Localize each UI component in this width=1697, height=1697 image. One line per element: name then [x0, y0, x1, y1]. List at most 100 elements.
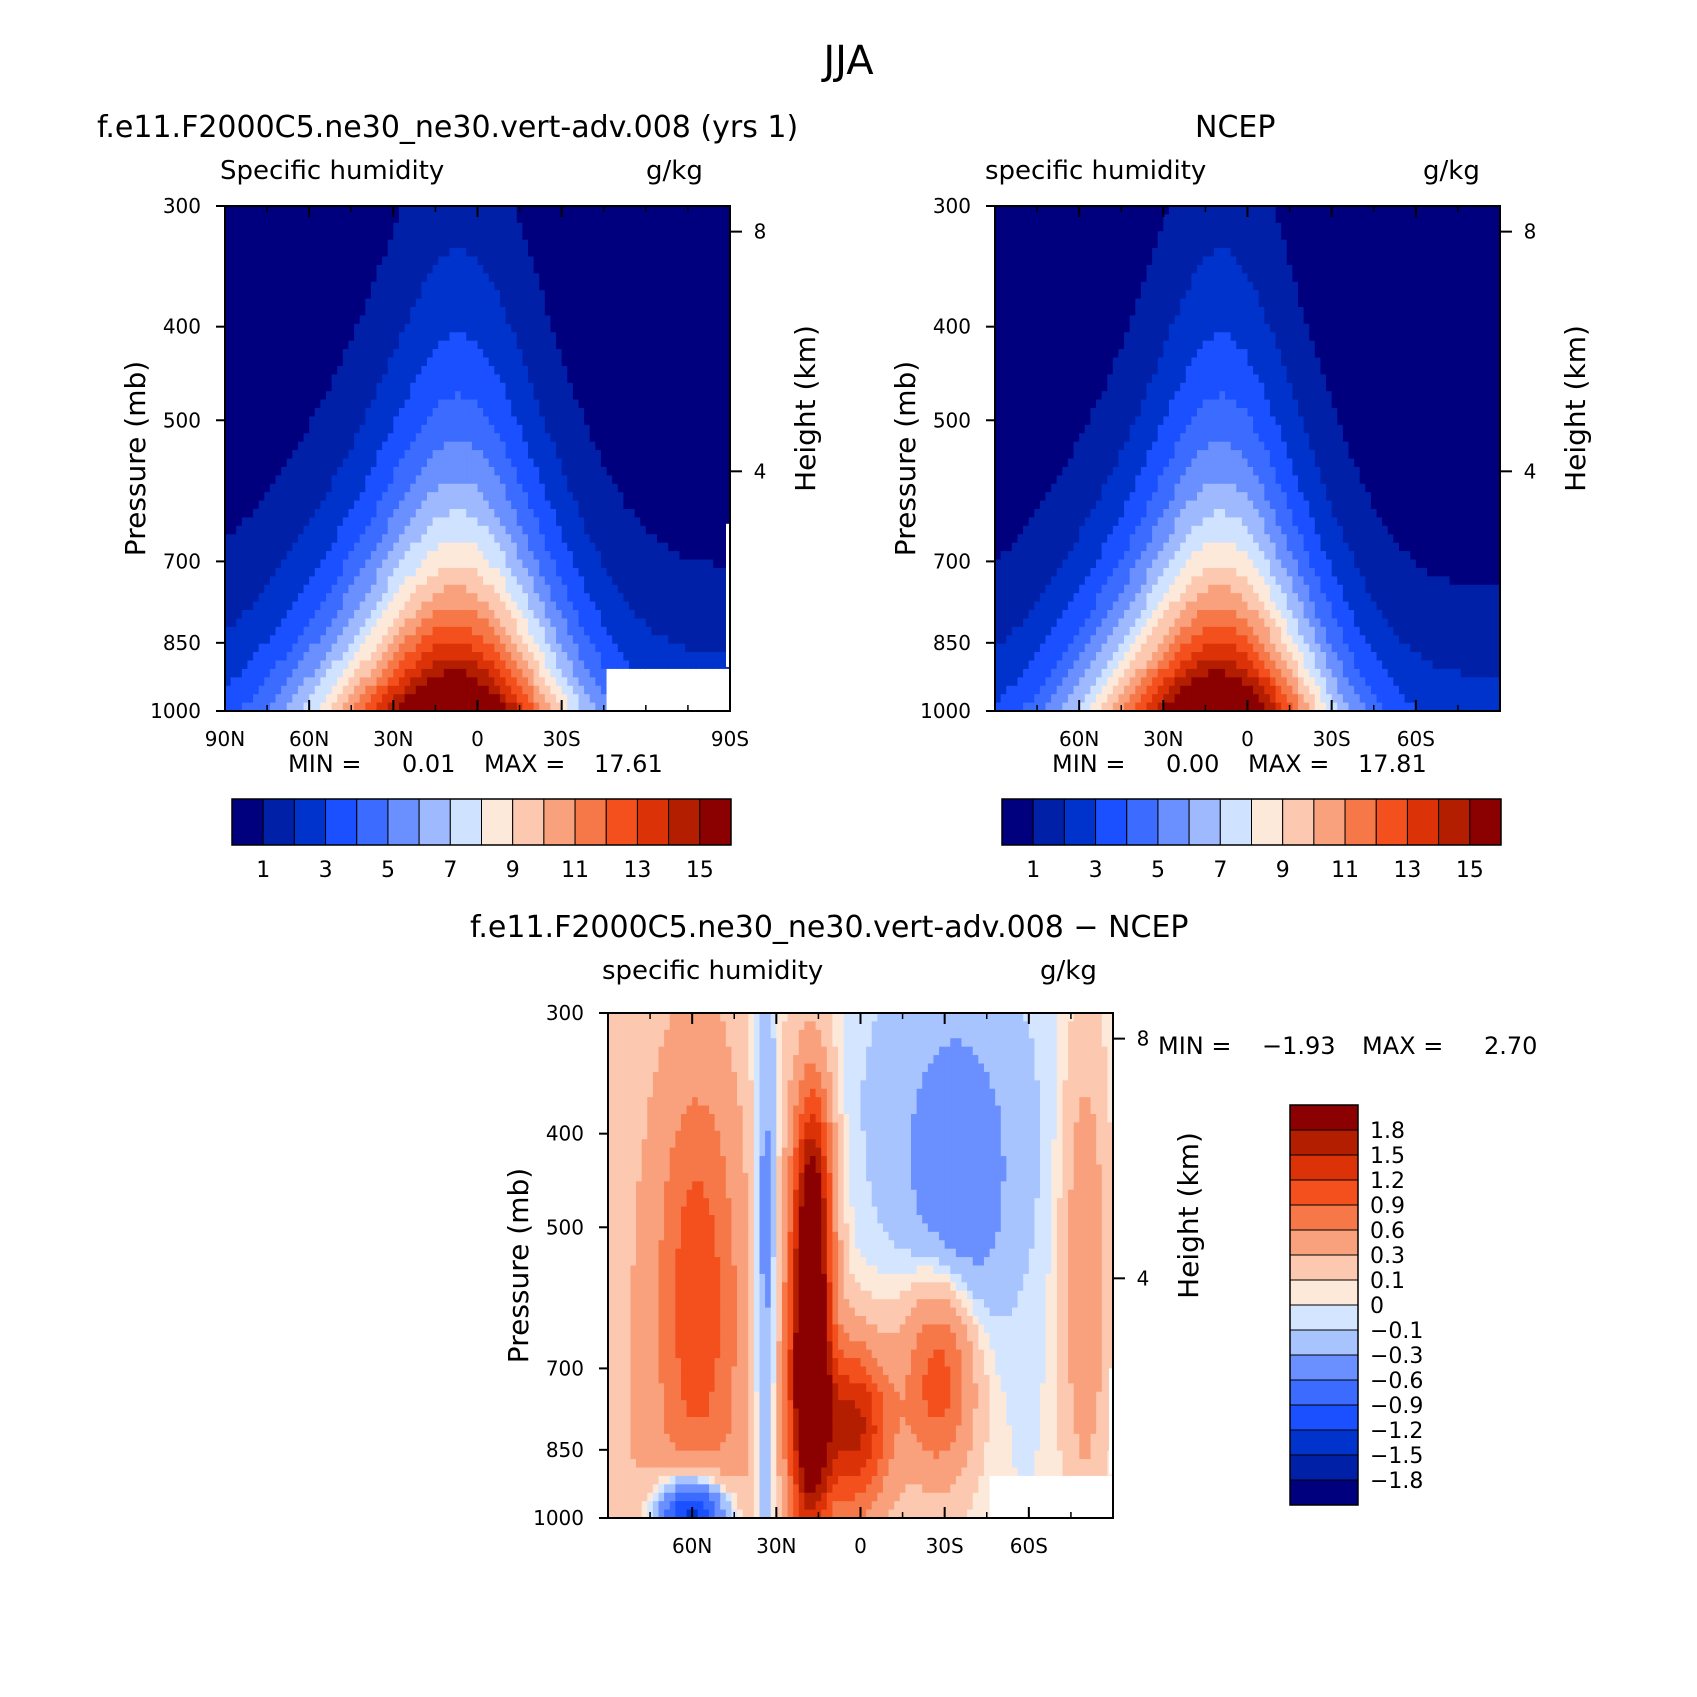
- contour-cell: [579, 307, 585, 316]
- contour-cell: [337, 341, 343, 350]
- contour-cell: [276, 694, 282, 703]
- contour-cell: [281, 248, 287, 257]
- contour-cell: [629, 265, 635, 274]
- contour-cell: [320, 694, 326, 703]
- contour-cell: [511, 475, 517, 484]
- contour-cell: [461, 551, 467, 560]
- contour-cell: [590, 273, 596, 282]
- contour-cell: [472, 492, 478, 501]
- contour-cell: [567, 214, 573, 223]
- contour-cell: [455, 214, 461, 223]
- contour-cell: [545, 257, 551, 266]
- contour-cell: [579, 627, 585, 636]
- contour-cell: [388, 492, 394, 501]
- contour-cell: [421, 341, 427, 350]
- contour-cell: [343, 669, 349, 678]
- contour-cell: [494, 694, 500, 703]
- contour-cell: [405, 526, 411, 535]
- contour-cell: [489, 400, 495, 409]
- contour-cell: [315, 543, 321, 552]
- contour-cell: [236, 627, 242, 636]
- contour-cell: [612, 492, 618, 501]
- contour-cell: [607, 526, 613, 535]
- contour-cell: [315, 307, 321, 316]
- contour-cell: [590, 593, 596, 602]
- contour-cell: [343, 484, 349, 493]
- contour-cell: [623, 526, 629, 535]
- contour-cell: [556, 349, 562, 358]
- contour-cell: [623, 635, 629, 644]
- contour-cell: [427, 214, 433, 223]
- contour-cell: [371, 576, 377, 585]
- contour-cell: [635, 391, 641, 400]
- contour-cell: [595, 214, 601, 223]
- contour-cell: [444, 635, 450, 644]
- contour-cell: [640, 534, 646, 543]
- contour-cell: [247, 517, 253, 526]
- contour-cell: [646, 299, 652, 308]
- contour-cell: [651, 231, 657, 240]
- contour-cell: [231, 627, 237, 636]
- contour-cell: [264, 635, 270, 644]
- contour-cell: [247, 509, 253, 518]
- contour-cell: [522, 492, 528, 501]
- contour-cell: [242, 257, 248, 266]
- contour-cell: [663, 610, 669, 619]
- contour-cell: [292, 374, 298, 383]
- contour-cell: [612, 231, 618, 240]
- contour-cell: [449, 265, 455, 274]
- contour-cell: [421, 602, 427, 611]
- contour-cell: [590, 425, 596, 434]
- contour-cell: [304, 484, 310, 493]
- contour-cell: [528, 677, 534, 686]
- contour-cell: [595, 231, 601, 240]
- contour-cell: [444, 492, 450, 501]
- contour-cell: [236, 315, 242, 324]
- contour-cell: [354, 206, 360, 215]
- contour-cell: [539, 324, 545, 333]
- contour-cell: [410, 526, 416, 535]
- contour-cell: [680, 442, 686, 451]
- contour-cell: [657, 543, 663, 552]
- contour-cell: [506, 492, 512, 501]
- contour-cell: [315, 593, 321, 602]
- contour-cell: [562, 534, 568, 543]
- contour-cell: [607, 349, 613, 358]
- contour-cell: [461, 358, 467, 367]
- contour-cell: [326, 677, 332, 686]
- contour-cell: [231, 290, 237, 299]
- contour-cell: [461, 694, 467, 703]
- contour-cell: [612, 214, 618, 223]
- contour-cell: [416, 290, 422, 299]
- contour-cell: [612, 265, 618, 274]
- contour-cell: [264, 618, 270, 627]
- contour-cell: [438, 358, 444, 367]
- contour-cell: [416, 240, 422, 249]
- contour-cell: [573, 391, 579, 400]
- contour-cell: [377, 534, 383, 543]
- contour-cell: [304, 240, 310, 249]
- contour-cell: [242, 509, 248, 518]
- contour-cell: [264, 501, 270, 510]
- contour-cell: [668, 526, 674, 535]
- contour-cell: [562, 669, 568, 678]
- contour-cell: [539, 400, 545, 409]
- contour-cell: [332, 341, 338, 350]
- contour-cell: [517, 501, 523, 510]
- contour-cell: [590, 492, 596, 501]
- contour-cell: [253, 265, 259, 274]
- contour-cell: [607, 459, 613, 468]
- contour-cell: [399, 618, 405, 627]
- contour-cell: [545, 501, 551, 510]
- contour-cell: [259, 560, 265, 569]
- contour-cell: [410, 492, 416, 501]
- contour-cell: [562, 425, 568, 434]
- contour-cell: [427, 543, 433, 552]
- contour-cell: [629, 467, 635, 476]
- contour-cell: [573, 425, 579, 434]
- contour-cell: [433, 526, 439, 535]
- contour-cell: [444, 467, 450, 476]
- contour-cell: [539, 602, 545, 611]
- contour-cell: [685, 652, 691, 661]
- contour-cell: [674, 517, 680, 526]
